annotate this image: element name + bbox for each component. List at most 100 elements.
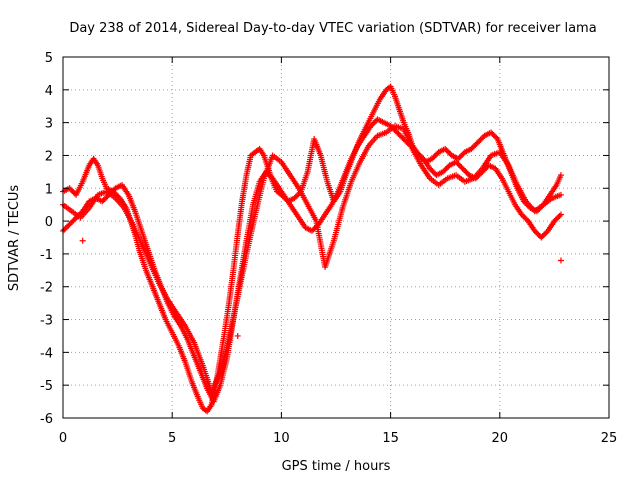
axis-ticks [62, 56, 610, 419]
data-point [457, 162, 464, 169]
x-tick-label: 15 [382, 431, 399, 446]
data-point [69, 218, 76, 225]
data-point [519, 212, 526, 219]
data-point [444, 148, 451, 155]
data-point [65, 222, 72, 229]
data-point [443, 164, 450, 171]
y-tick-label: 5 [45, 51, 53, 66]
data-point [267, 172, 274, 179]
data-point [442, 145, 449, 152]
data-point [100, 197, 107, 204]
data-point [460, 166, 467, 173]
data-point [518, 211, 525, 218]
y-tick-labels: -6 -5 -4 -3 -2 -1 0 1 2 3 4 5 [40, 51, 53, 427]
data-point [471, 143, 478, 150]
data-point [455, 155, 462, 162]
y-tick-label: -3 [40, 314, 53, 329]
y-tick-label: -2 [40, 281, 53, 296]
data-point [493, 134, 500, 141]
data-point [66, 221, 73, 228]
data-point [63, 223, 70, 230]
x-tick-label: 10 [273, 431, 290, 446]
plot-points [60, 83, 564, 415]
data-point [463, 169, 470, 176]
data-point [535, 231, 542, 238]
data-point [455, 161, 462, 168]
data-point [468, 145, 475, 152]
data-point [556, 212, 563, 219]
y-axis-label: SDTVAR / TECUs [7, 185, 22, 292]
y-tick-label: 2 [45, 149, 53, 164]
data-point [446, 149, 453, 156]
data-point [103, 194, 110, 201]
grid-lines [63, 57, 609, 418]
data-point [62, 225, 69, 232]
data-point [454, 160, 461, 167]
data-point [367, 122, 374, 129]
data-point [109, 187, 116, 194]
data-point [443, 147, 450, 154]
data-point [433, 151, 440, 158]
data-point [539, 233, 546, 240]
data-point [555, 214, 562, 221]
plot-frame [62, 56, 610, 419]
series-points [60, 122, 564, 395]
x-tick-label: 5 [168, 431, 176, 446]
y-tick-label: 1 [45, 182, 53, 197]
data-point [99, 198, 106, 205]
data-point [369, 121, 376, 128]
data-point [459, 165, 466, 172]
data-point [70, 189, 77, 196]
x-tick-label: 20 [492, 431, 509, 446]
series-points [60, 83, 564, 415]
data-point [557, 257, 564, 264]
data-point [457, 153, 464, 160]
y-tick-label: -1 [40, 248, 53, 263]
data-point [234, 332, 241, 339]
data-point [552, 216, 559, 223]
x-tick-label: 0 [59, 431, 67, 446]
data-point [533, 229, 540, 236]
data-point [308, 227, 315, 234]
data-point [71, 216, 78, 223]
y-tick-label: 0 [45, 215, 53, 230]
data-point [557, 191, 564, 198]
data-point [459, 151, 466, 158]
data-point [430, 154, 437, 161]
data-point [554, 215, 561, 222]
data-point [79, 237, 86, 244]
data-point [292, 193, 299, 200]
data-point [456, 154, 463, 161]
x-tick-label: 25 [601, 431, 618, 446]
data-point [395, 130, 402, 137]
data-point [67, 186, 74, 193]
y-tick-label: 4 [45, 84, 53, 99]
data-point [551, 218, 558, 225]
data-point [476, 138, 483, 145]
chart-title: Day 238 of 2014, Sidereal Day-to-day VTE… [69, 21, 596, 36]
data-point [426, 165, 433, 172]
data-point [441, 167, 448, 174]
data-point [69, 187, 76, 194]
data-point [392, 128, 399, 135]
data-point [531, 227, 538, 234]
data-point [101, 195, 108, 202]
data-point [453, 159, 460, 166]
data-point [294, 192, 301, 199]
data-point [67, 220, 74, 227]
data-point [473, 140, 480, 147]
data-point [522, 215, 529, 222]
data-point [490, 132, 497, 139]
data-point [291, 195, 298, 202]
data-point [534, 230, 541, 237]
data-point [538, 234, 545, 241]
y-tick-label: -6 [40, 412, 53, 427]
data-point [540, 231, 547, 238]
data-point [430, 169, 437, 176]
data-point [462, 168, 469, 175]
outlier-points [79, 237, 564, 339]
y-tick-label: 3 [45, 117, 53, 132]
y-tick-label: -5 [40, 379, 53, 394]
data-point [311, 225, 318, 232]
